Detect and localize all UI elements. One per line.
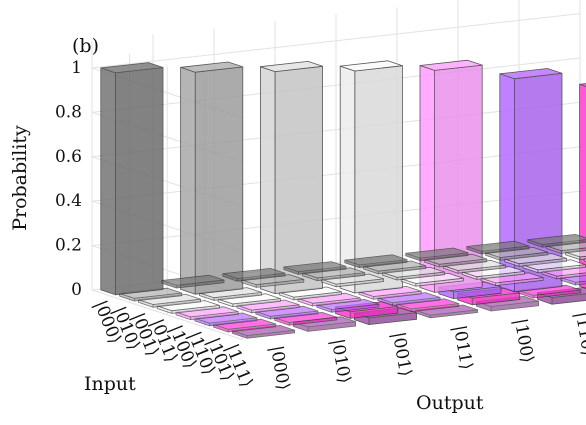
bar-face-front xyxy=(115,67,164,296)
bar xyxy=(466,240,530,255)
output-tick-label: |010⟩ xyxy=(327,337,354,385)
bar xyxy=(198,287,263,301)
z-tick-label: 0.6 xyxy=(55,147,82,167)
bar-face-side xyxy=(259,66,276,295)
bar xyxy=(339,60,403,294)
bar xyxy=(161,274,225,289)
bar xyxy=(419,59,483,293)
bar-face-top xyxy=(161,274,225,286)
bar-face-top xyxy=(339,60,403,72)
bar-face-top xyxy=(344,254,408,266)
bar xyxy=(292,316,357,332)
bar xyxy=(527,233,586,248)
bar xyxy=(156,300,220,314)
bar xyxy=(180,61,244,295)
y-axis-title: Output xyxy=(416,392,484,414)
bar xyxy=(381,266,446,281)
bar xyxy=(424,253,488,268)
bar xyxy=(414,304,479,319)
z-tick-label: 0.2 xyxy=(55,236,82,256)
bar-face-top xyxy=(180,61,244,73)
bar xyxy=(320,273,385,288)
bar-layer xyxy=(100,59,586,339)
z-tick-label: 0 xyxy=(71,280,82,300)
bar xyxy=(231,324,296,339)
bar xyxy=(100,62,164,296)
bar-face-top xyxy=(222,267,286,279)
bar-face-front xyxy=(274,65,324,295)
output-tick-label: |100⟩ xyxy=(510,317,537,365)
bar-face-top xyxy=(499,68,563,80)
bar xyxy=(236,299,300,314)
output-tick-label: |011⟩ xyxy=(449,324,476,372)
output-tick-label: |110⟩ xyxy=(571,310,586,358)
bar xyxy=(283,261,347,275)
bar xyxy=(137,293,202,308)
bar xyxy=(213,318,277,333)
bar-face-side xyxy=(180,66,196,295)
bar xyxy=(259,61,324,295)
bar-face-top xyxy=(405,247,469,259)
bar xyxy=(358,285,422,300)
z-axis-title: Probability xyxy=(9,125,31,231)
bar xyxy=(344,254,408,269)
bar xyxy=(274,311,338,326)
bar-face-top xyxy=(419,59,483,71)
bar-face-top xyxy=(100,62,164,74)
bar xyxy=(485,246,549,261)
bar-face-top xyxy=(579,83,586,87)
bar xyxy=(377,292,441,306)
bar-face-side xyxy=(100,67,116,296)
z-tick-label: 0.8 xyxy=(55,102,82,122)
bar-face-top xyxy=(283,261,347,273)
z-tick-label: 1 xyxy=(71,58,82,78)
bar xyxy=(222,267,286,282)
bar xyxy=(175,306,239,321)
bar xyxy=(405,247,469,262)
panel-label: (b) xyxy=(72,35,99,57)
z-tick-label: 0.4 xyxy=(55,191,82,211)
bar xyxy=(241,274,305,288)
output-tick-label: |000⟩ xyxy=(266,344,293,392)
bar-face-front xyxy=(194,66,244,295)
x-axis-title: Input xyxy=(84,373,136,395)
output-tick-label: |001⟩ xyxy=(388,331,415,379)
bar-face-top xyxy=(466,240,530,252)
bar-face-top xyxy=(259,61,324,72)
bar-face-top xyxy=(527,233,586,245)
